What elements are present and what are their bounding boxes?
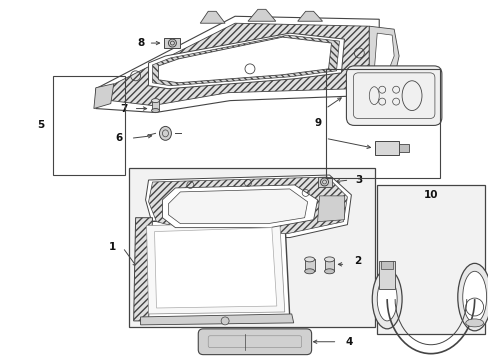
Polygon shape <box>96 16 379 113</box>
Polygon shape <box>373 33 393 71</box>
Ellipse shape <box>462 271 486 323</box>
Bar <box>325 69 439 178</box>
Polygon shape <box>154 228 276 308</box>
Ellipse shape <box>151 109 159 113</box>
Circle shape <box>221 317 228 325</box>
Polygon shape <box>168 189 307 224</box>
Polygon shape <box>148 33 344 89</box>
Ellipse shape <box>465 319 483 327</box>
Ellipse shape <box>304 257 314 262</box>
Polygon shape <box>162 185 317 228</box>
Bar <box>53 76 124 175</box>
FancyBboxPatch shape <box>198 329 311 355</box>
Polygon shape <box>148 177 346 234</box>
Polygon shape <box>141 218 289 319</box>
Bar <box>317 177 331 187</box>
Polygon shape <box>133 218 152 321</box>
Polygon shape <box>152 35 339 86</box>
Ellipse shape <box>151 99 159 103</box>
Ellipse shape <box>324 257 334 262</box>
Polygon shape <box>94 84 114 109</box>
Ellipse shape <box>304 269 314 274</box>
Polygon shape <box>297 11 322 21</box>
Bar <box>376 185 484 334</box>
Polygon shape <box>111 23 368 105</box>
Bar <box>398 144 408 152</box>
Text: 5: 5 <box>38 121 45 130</box>
FancyBboxPatch shape <box>346 66 441 125</box>
Polygon shape <box>145 175 351 238</box>
Text: 6: 6 <box>115 133 122 143</box>
Bar <box>164 38 180 48</box>
Ellipse shape <box>371 269 401 329</box>
Text: 8: 8 <box>137 38 144 48</box>
Bar <box>379 261 394 289</box>
Ellipse shape <box>324 269 334 274</box>
Polygon shape <box>141 314 293 325</box>
Bar <box>374 141 398 155</box>
Text: 1: 1 <box>109 243 116 252</box>
Ellipse shape <box>376 277 396 321</box>
Bar <box>324 260 334 271</box>
Bar <box>128 168 374 327</box>
Ellipse shape <box>457 264 488 331</box>
Ellipse shape <box>159 126 171 140</box>
Bar <box>151 100 159 111</box>
Bar <box>304 260 314 271</box>
Bar <box>381 261 392 269</box>
Polygon shape <box>158 37 331 83</box>
Polygon shape <box>146 222 284 314</box>
Text: 9: 9 <box>313 118 321 129</box>
Text: 3: 3 <box>355 175 362 185</box>
Text: 10: 10 <box>423 190 437 200</box>
Polygon shape <box>247 9 275 21</box>
Text: 2: 2 <box>353 256 360 266</box>
Polygon shape <box>368 26 398 79</box>
Text: 4: 4 <box>345 337 352 347</box>
Polygon shape <box>317 196 344 222</box>
Text: 7: 7 <box>120 104 127 113</box>
Polygon shape <box>200 11 224 23</box>
